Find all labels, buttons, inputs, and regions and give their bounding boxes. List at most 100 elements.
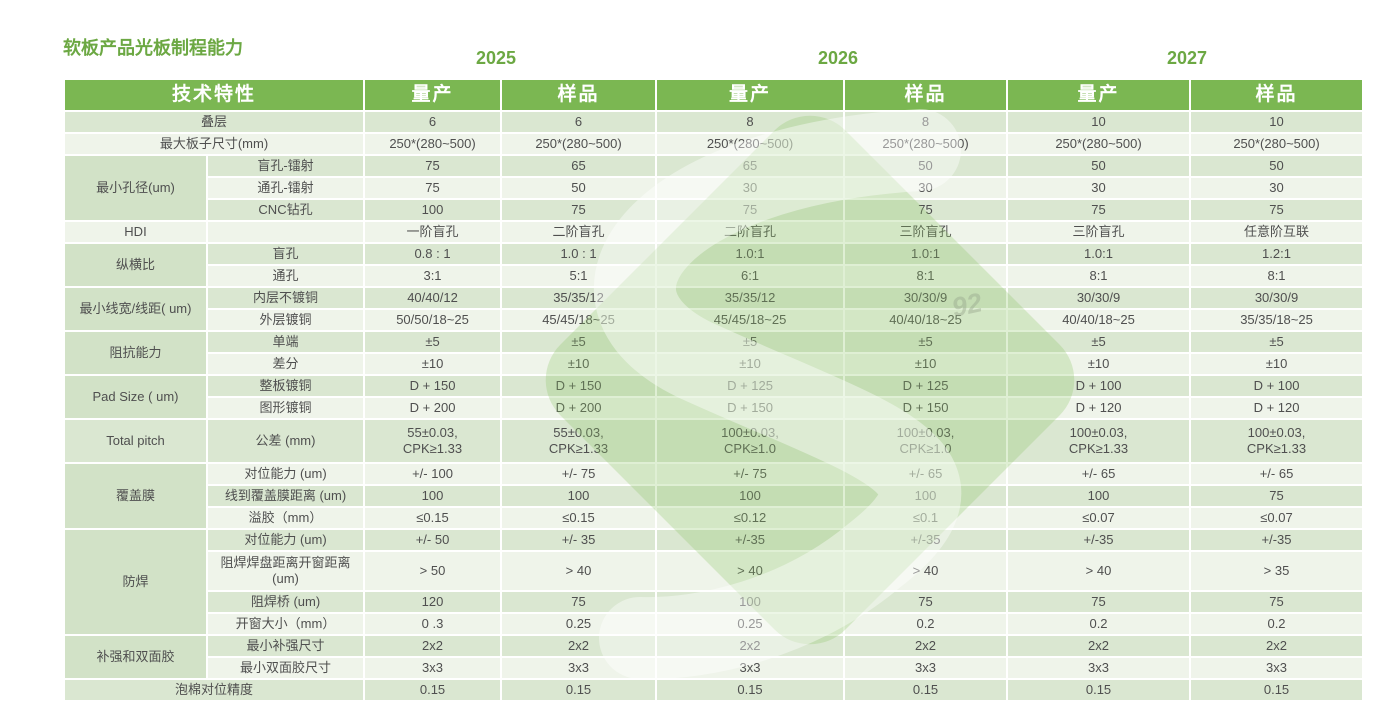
sub-label-cell: 外层镀铜 bbox=[205, 308, 366, 332]
sub-label-cell bbox=[205, 220, 366, 244]
value-cell: D + 200 bbox=[363, 396, 503, 420]
table-row: HDI 一阶盲孔 二阶盲孔 二阶盲孔 三阶盲孔 三阶盲孔 任意阶互联 bbox=[63, 220, 1365, 244]
value-cell: 6 bbox=[500, 110, 658, 134]
year-label-2027: 2027 bbox=[1166, 48, 1208, 68]
value-cell: 120 bbox=[363, 590, 503, 614]
sub-label-cell: 最小双面胶尺寸 bbox=[205, 656, 366, 680]
value-cell: 30 bbox=[1189, 176, 1365, 200]
column-header-mass-production: 量产 bbox=[363, 78, 503, 112]
sub-label-cell: 开窗大小（mm） bbox=[205, 612, 366, 636]
spec-table: 技术特性 量产 样品 量产 样品 量产 样品 叠层 6 6 8 8 10 10 最大板子尺寸(mm) 25… bbox=[62, 78, 1365, 702]
column-header-sample: 样品 bbox=[843, 78, 1009, 112]
value-cell: 35/35/12 bbox=[655, 286, 846, 310]
value-cell: > 40 bbox=[655, 550, 846, 592]
spec-table-body: 叠层 6 6 8 8 10 10 最大板子尺寸(mm) 250*(280~500) 250*(28… bbox=[62, 110, 1365, 702]
group-label-cell: Pad Size ( um) bbox=[63, 374, 208, 420]
value-cell: D + 150 bbox=[500, 374, 658, 398]
table-row: 补强和双面胶 最小补强尺寸 2x2 2x2 2x2 2x2 2x2 2x2 bbox=[63, 634, 1365, 680]
value-cell: 30/30/9 bbox=[1189, 286, 1365, 310]
value-cell: 30/30/9 bbox=[843, 286, 1009, 310]
value-cell: 6 bbox=[363, 110, 503, 134]
value-cell: 75 bbox=[843, 590, 1009, 614]
value-cell: 2x2 bbox=[843, 634, 1009, 658]
value-cell: 40/40/12 bbox=[363, 286, 503, 310]
value-cell: 3:1 bbox=[363, 264, 503, 288]
value-cell: 100 bbox=[363, 198, 503, 222]
value-cell: ±10 bbox=[500, 352, 658, 376]
value-cell: 65 bbox=[655, 154, 846, 178]
value-cell: ±5 bbox=[843, 330, 1009, 354]
value-cell: 0.2 bbox=[1189, 612, 1365, 636]
value-cell: > 40 bbox=[500, 550, 658, 592]
value-cell: 55±0.03, CPK≥1.33 bbox=[363, 418, 503, 464]
column-header-sample: 样品 bbox=[500, 78, 658, 112]
value-cell: ±10 bbox=[1189, 352, 1365, 376]
value-cell: 100±0.03, CPK≥1.33 bbox=[1006, 418, 1192, 464]
value-cell: 75 bbox=[500, 198, 658, 222]
value-cell: 50 bbox=[500, 176, 658, 200]
value-cell: 0.25 bbox=[655, 612, 846, 636]
value-cell: +/- 100 bbox=[363, 462, 503, 486]
value-cell: 100±0.03, CPK≥1.0 bbox=[655, 418, 846, 464]
value-cell: ±5 bbox=[655, 330, 846, 354]
value-cell: +/-35 bbox=[655, 528, 846, 552]
value-cell: 75 bbox=[1189, 198, 1365, 222]
sub-label-cell: 线到覆盖膜距离 (um) bbox=[205, 484, 366, 508]
value-cell: 55±0.03, CPK≥1.33 bbox=[500, 418, 658, 464]
sub-label-cell: 对位能力 (um) bbox=[205, 462, 366, 486]
group-label-cell: 防焊 bbox=[63, 528, 208, 636]
page-title: 软板产品光板制程能力 bbox=[63, 38, 243, 58]
table-row: 最小孔径(um) 盲孔-镭射 75 65 65 50 50 50 bbox=[63, 154, 1365, 222]
table-row: 纵横比 盲孔 0.8 : 1 1.0 : 1 1.0:1 1.0:1 1.0:1 1.2:1 bbox=[63, 242, 1365, 288]
value-cell: 40/40/18~25 bbox=[1006, 308, 1192, 332]
value-cell: 0 .3 bbox=[363, 612, 503, 636]
value-cell: 任意阶互联 bbox=[1189, 220, 1365, 244]
value-cell: 3x3 bbox=[655, 656, 846, 680]
value-cell: 75 bbox=[843, 198, 1009, 222]
sub-label-cell: 溢胶（mm） bbox=[205, 506, 366, 530]
sub-label-cell: 整板镀铜 bbox=[205, 374, 366, 398]
value-cell: 75 bbox=[1189, 590, 1365, 614]
sub-label-cell: 阻焊桥 (um) bbox=[205, 590, 366, 614]
value-cell: 100±0.03, CPK≥1.33 bbox=[1189, 418, 1365, 464]
value-cell: ≤0.12 bbox=[655, 506, 846, 530]
value-cell: 100 bbox=[843, 484, 1009, 508]
table-row: 外层镀铜 50/50/18~25 45/45/18~25 45/45/18~25 40/… bbox=[64, 308, 1365, 332]
value-cell: 二阶盲孔 bbox=[500, 220, 658, 244]
table-row: 通孔-镭射 75 50 30 30 30 30 bbox=[64, 176, 1365, 200]
value-cell: D + 125 bbox=[655, 374, 846, 398]
value-cell: ±5 bbox=[500, 330, 658, 354]
value-cell: 二阶盲孔 bbox=[655, 220, 846, 244]
table-row: 开窗大小（mm） 0 .3 0.25 0.25 0.2 0.2 0.2 bbox=[64, 612, 1365, 636]
value-cell: 10 bbox=[1006, 110, 1192, 134]
sub-label-cell: CNC钻孔 bbox=[205, 198, 366, 222]
value-cell: 3x3 bbox=[843, 656, 1009, 680]
value-cell: 75 bbox=[1006, 590, 1192, 614]
value-cell: 75 bbox=[1006, 198, 1192, 222]
value-cell: 250*(280~500) bbox=[1006, 132, 1192, 156]
value-cell: ±10 bbox=[363, 352, 503, 376]
value-cell: 0.15 bbox=[843, 678, 1009, 702]
value-cell: 8:1 bbox=[1189, 264, 1365, 288]
value-cell: 0.2 bbox=[843, 612, 1009, 636]
value-cell: 250*(280~500) bbox=[1189, 132, 1365, 156]
table-row: 差分 ±10 ±10 ±10 ±10 ±10 ±10 bbox=[64, 352, 1365, 376]
value-cell: 0.15 bbox=[363, 678, 503, 702]
value-cell: 8:1 bbox=[1006, 264, 1192, 288]
group-label-cell: Total pitch bbox=[63, 418, 208, 464]
value-cell: D + 125 bbox=[843, 374, 1009, 398]
value-cell: 100 bbox=[363, 484, 503, 508]
value-cell: 250*(280~500) bbox=[655, 132, 846, 156]
table-row: 线到覆盖膜距离 (um) 100 100 100 100 100 75 bbox=[64, 484, 1365, 508]
value-cell: 50/50/18~25 bbox=[363, 308, 503, 332]
value-cell: 35/35/12 bbox=[500, 286, 658, 310]
sub-label-cell: 内层不镀铜 bbox=[205, 286, 366, 310]
value-cell: 45/45/18~25 bbox=[655, 308, 846, 332]
table-row: 泡棉对位精度 0.15 0.15 0.15 0.15 0.15 0.15 bbox=[62, 678, 1365, 702]
value-cell: 2x2 bbox=[500, 634, 658, 658]
value-cell: 65 bbox=[500, 154, 658, 178]
sub-label-cell: 对位能力 (um) bbox=[205, 528, 366, 552]
sub-label-cell: 单端 bbox=[205, 330, 366, 354]
value-cell: 30/30/9 bbox=[1006, 286, 1192, 310]
table-row: 防焊 对位能力 (um) +/- 50 +/- 35 +/-35 +/-35 +/-35 +/… bbox=[63, 528, 1365, 636]
